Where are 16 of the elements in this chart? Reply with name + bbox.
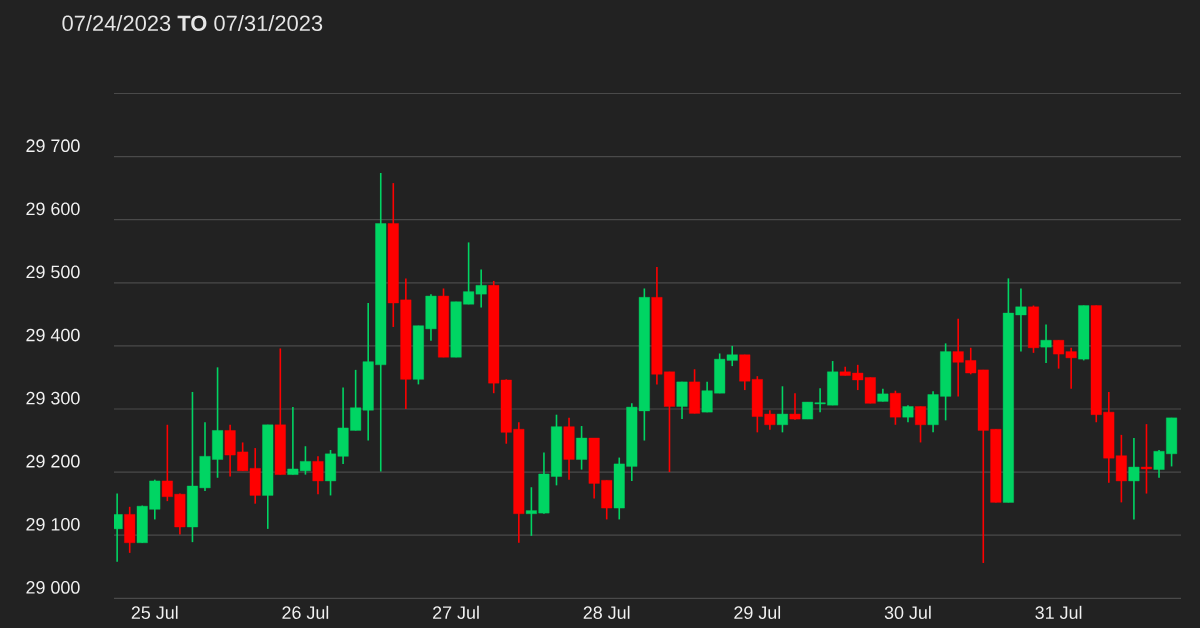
x-tick-label: 26 Jul: [282, 605, 329, 619]
x-tick-label: 25 Jul: [131, 605, 178, 619]
x-tick-label: 30 Jul: [884, 605, 931, 619]
y-tick-label: 29 100: [26, 517, 80, 531]
y-tick-label: 29 200: [26, 454, 80, 468]
y-tick-label: 29 300: [26, 391, 80, 405]
y-tick-label: 29 600: [26, 202, 80, 216]
x-tick-label: 28 Jul: [583, 605, 630, 619]
chart-title: 07/24/2023 TO 07/31/2023: [62, 14, 323, 32]
x-tick-label: 27 Jul: [433, 605, 479, 619]
y-tick-label: 29 700: [26, 139, 80, 153]
x-tick-label: 31 Jul: [1035, 605, 1082, 619]
y-tick-label: 29 000: [26, 581, 80, 594]
x-tick-label: 29 Jul: [734, 605, 781, 619]
y-tick-label: 29 400: [26, 328, 80, 342]
y-tick-label: 29 500: [26, 265, 80, 279]
